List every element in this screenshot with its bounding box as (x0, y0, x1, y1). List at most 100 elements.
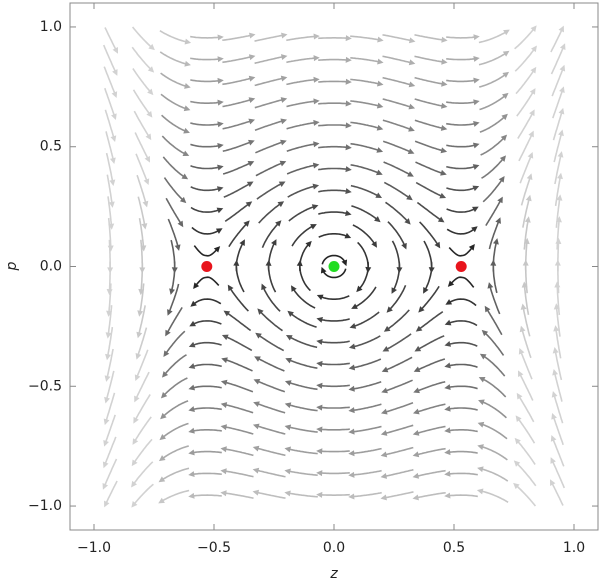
arrowhead (108, 201, 115, 208)
streamline (108, 239, 111, 272)
streamline (446, 450, 478, 454)
arrowhead (552, 347, 559, 354)
streamline (190, 494, 222, 498)
streamline (165, 306, 183, 336)
streamline (132, 438, 153, 465)
arrowhead (444, 405, 451, 412)
arrowhead (313, 33, 320, 40)
arrowhead (408, 59, 416, 66)
streamline (492, 239, 498, 272)
arrowhead (472, 185, 480, 192)
arrowhead (526, 173, 533, 180)
arrowhead (445, 299, 453, 305)
arrowhead (472, 164, 480, 170)
arrowhead (158, 497, 165, 504)
arrowhead (468, 243, 475, 251)
streamline (228, 221, 249, 248)
arrowhead (404, 218, 411, 225)
y-tick-label: 1.0 (40, 19, 62, 35)
streamline (222, 76, 254, 86)
arrowhead (103, 439, 109, 447)
arrowhead (473, 99, 480, 106)
arrowhead (284, 380, 292, 386)
streamline (478, 30, 509, 44)
streamline (350, 381, 382, 391)
arrowhead (557, 151, 564, 158)
streamline (104, 87, 116, 119)
streamline (190, 320, 222, 327)
streamline (448, 276, 475, 288)
streamline (382, 468, 414, 478)
streamline (321, 254, 347, 265)
streamline (254, 76, 286, 87)
arrowhead (280, 54, 288, 60)
streamline (382, 34, 414, 42)
streamline (165, 197, 183, 227)
streamline (228, 285, 249, 312)
streamline (419, 221, 440, 248)
arrowhead (188, 384, 196, 391)
arrowhead (280, 118, 288, 125)
streamline (352, 224, 377, 247)
streamline (556, 218, 561, 250)
arrowhead (477, 466, 484, 473)
streamline (190, 385, 222, 390)
streamline (223, 335, 253, 352)
streamline (446, 122, 478, 126)
streamline (190, 363, 222, 369)
streamline (318, 37, 350, 40)
streamline (414, 55, 446, 64)
streamline (254, 402, 286, 414)
streamline (105, 348, 114, 381)
streamline (550, 27, 564, 53)
streamline (222, 34, 254, 41)
streamline (482, 330, 505, 356)
streamline (159, 30, 190, 44)
arrowhead (401, 242, 407, 250)
arrowhead (502, 71, 510, 78)
arrowhead (220, 490, 227, 497)
arrowhead (345, 210, 352, 217)
streamline (133, 110, 151, 139)
arrowhead (271, 239, 277, 246)
streamline (350, 358, 382, 369)
arrowhead (444, 492, 451, 499)
arrowhead (497, 196, 503, 204)
streamline (446, 341, 478, 347)
streamline (414, 140, 446, 152)
streamline (554, 174, 562, 206)
arrowhead (527, 151, 534, 159)
arrowhead (437, 216, 445, 223)
arrowhead (217, 164, 224, 171)
arrowhead (158, 476, 166, 483)
streamline (222, 381, 254, 393)
streamline (138, 218, 145, 250)
arrowhead (252, 445, 260, 452)
arrowhead (184, 60, 191, 67)
arrowhead (376, 124, 384, 131)
arrowhead (217, 99, 224, 106)
streamline (222, 492, 254, 499)
arrowhead (220, 468, 227, 475)
streamline (382, 491, 414, 499)
streamline (107, 196, 113, 228)
streamline (416, 311, 444, 332)
streamline (448, 245, 475, 257)
streamline (446, 494, 478, 498)
streamline (350, 35, 382, 42)
arrowhead (441, 102, 448, 109)
arrowhead (408, 81, 416, 88)
arrowhead (188, 406, 195, 413)
streamline (382, 379, 413, 393)
arrowhead (145, 133, 152, 141)
arrowhead (278, 181, 286, 187)
streamline (102, 44, 118, 75)
streamline (235, 240, 245, 272)
streamline (299, 241, 311, 272)
streamline (159, 51, 190, 66)
arrowhead (423, 287, 429, 294)
streamline (350, 184, 381, 198)
arrowhead (484, 305, 491, 313)
arrowhead (217, 77, 224, 84)
streamline (414, 381, 446, 393)
